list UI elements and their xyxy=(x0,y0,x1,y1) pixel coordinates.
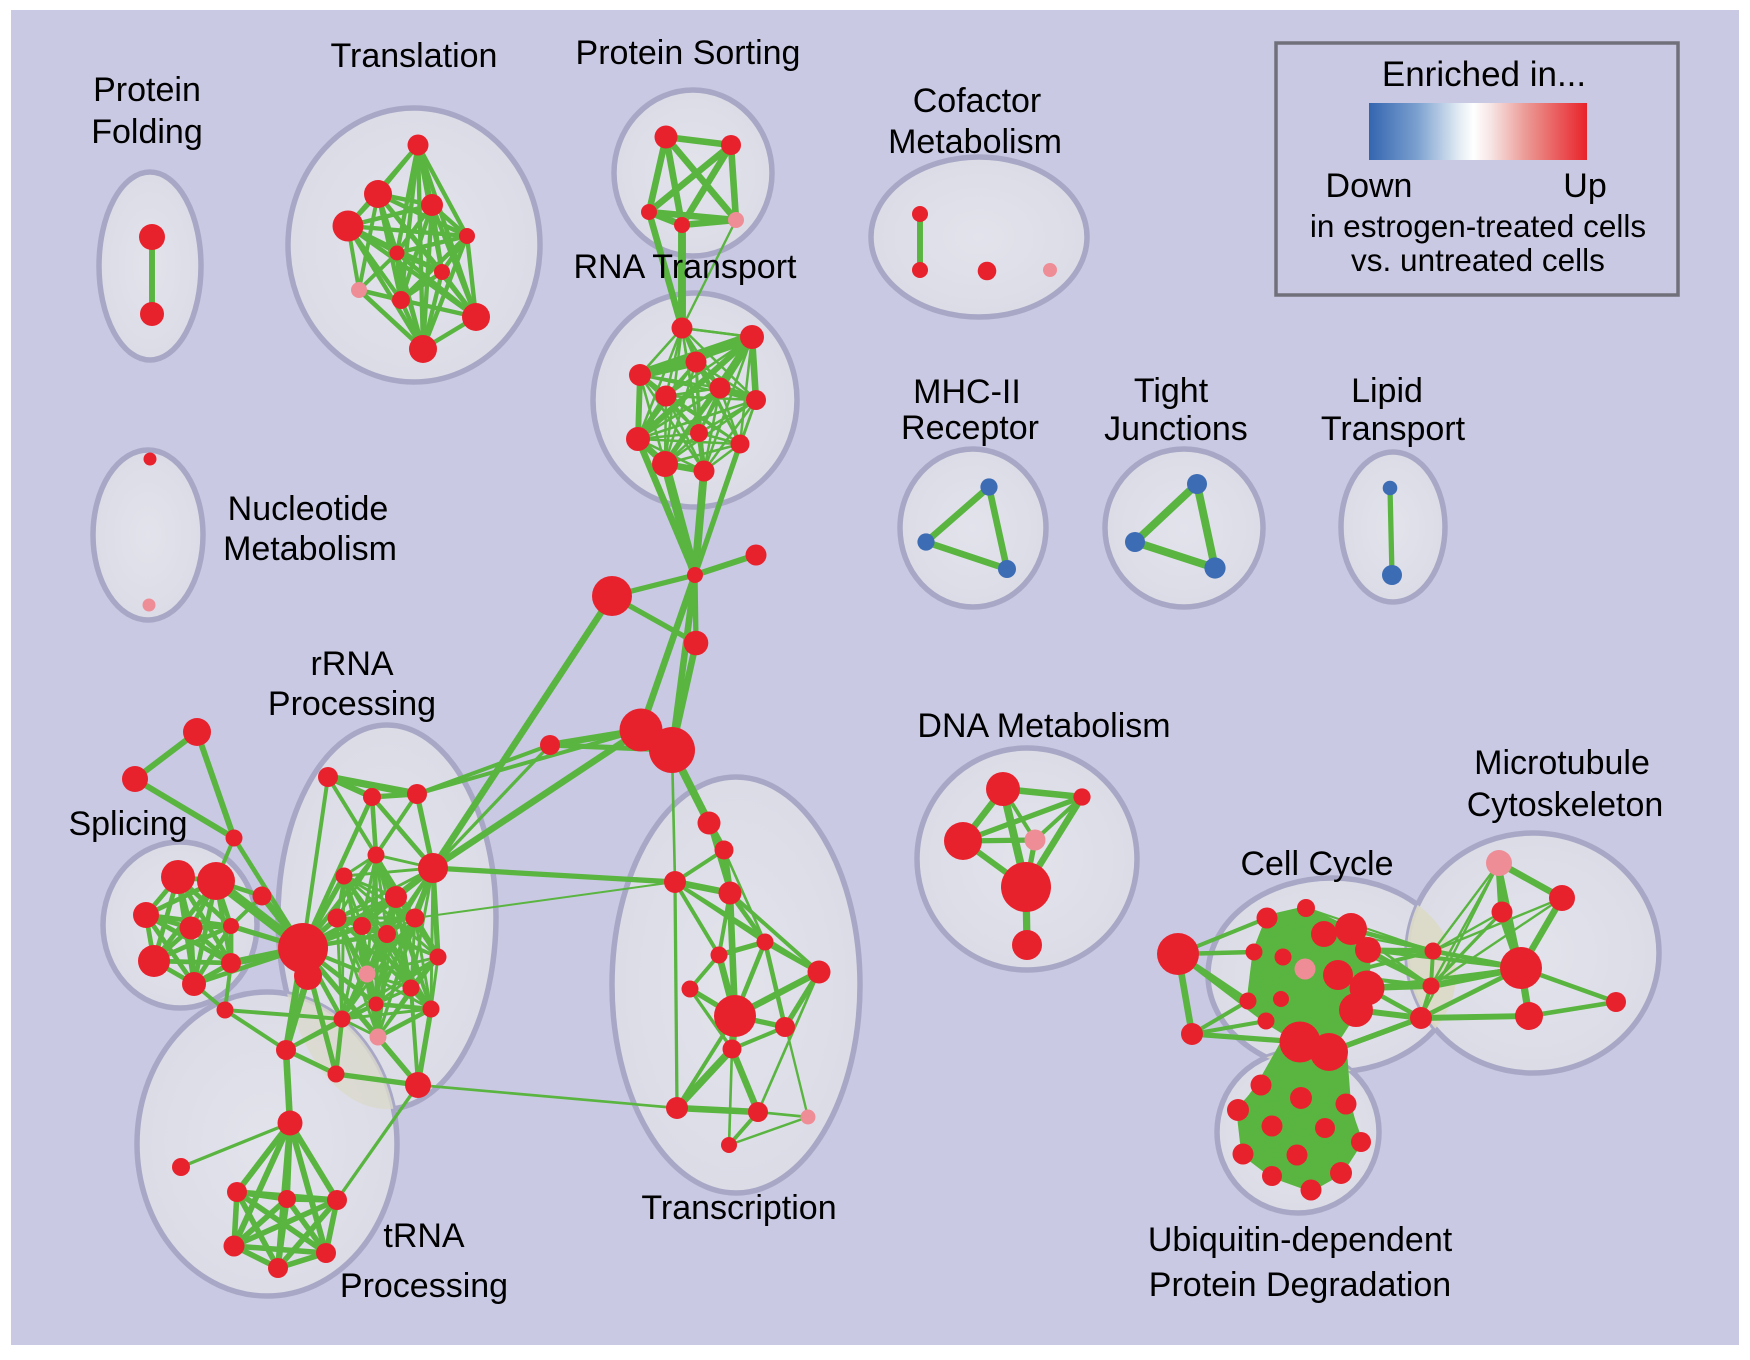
svg-text:Lipid: Lipid xyxy=(1351,372,1423,410)
svg-text:Cytoskeleton: Cytoskeleton xyxy=(1467,786,1664,824)
svg-text:Microtubule: Microtubule xyxy=(1474,744,1650,782)
svg-text:Junctions: Junctions xyxy=(1104,410,1248,448)
svg-text:Up: Up xyxy=(1563,167,1606,205)
svg-text:Down: Down xyxy=(1326,167,1413,205)
svg-text:Ubiquitin-dependent: Ubiquitin-dependent xyxy=(1148,1221,1453,1259)
svg-text:Cofactor: Cofactor xyxy=(913,82,1042,120)
svg-text:in estrogen-treated cells: in estrogen-treated cells xyxy=(1310,208,1646,244)
svg-text:Translation: Translation xyxy=(331,37,498,75)
svg-text:Protein Sorting: Protein Sorting xyxy=(576,34,801,72)
svg-text:Transport: Transport xyxy=(1321,410,1466,448)
svg-text:Processing: Processing xyxy=(268,685,436,723)
svg-text:Nucleotide: Nucleotide xyxy=(228,490,389,528)
svg-text:Receptor: Receptor xyxy=(901,409,1039,447)
svg-text:Metabolism: Metabolism xyxy=(888,123,1062,161)
svg-text:Processing: Processing xyxy=(340,1267,508,1305)
svg-text:Cell Cycle: Cell Cycle xyxy=(1240,845,1393,883)
svg-text:Tight: Tight xyxy=(1134,372,1209,410)
svg-text:Enriched in...: Enriched in... xyxy=(1382,55,1586,94)
svg-text:Metabolism: Metabolism xyxy=(223,530,397,568)
svg-text:tRNA: tRNA xyxy=(383,1217,465,1255)
svg-text:vs. untreated cells: vs. untreated cells xyxy=(1351,242,1605,278)
svg-text:DNA Metabolism: DNA Metabolism xyxy=(917,707,1170,745)
svg-text:Splicing: Splicing xyxy=(68,805,187,843)
svg-text:MHC-II: MHC-II xyxy=(913,373,1021,411)
svg-text:rRNA: rRNA xyxy=(310,645,393,683)
svg-text:Protein Degradation: Protein Degradation xyxy=(1149,1266,1451,1304)
svg-text:Protein: Protein xyxy=(93,71,201,109)
svg-text:Folding: Folding xyxy=(91,113,203,151)
svg-text:RNA Transport: RNA Transport xyxy=(574,248,798,286)
svg-text:Transcription: Transcription xyxy=(641,1189,836,1227)
